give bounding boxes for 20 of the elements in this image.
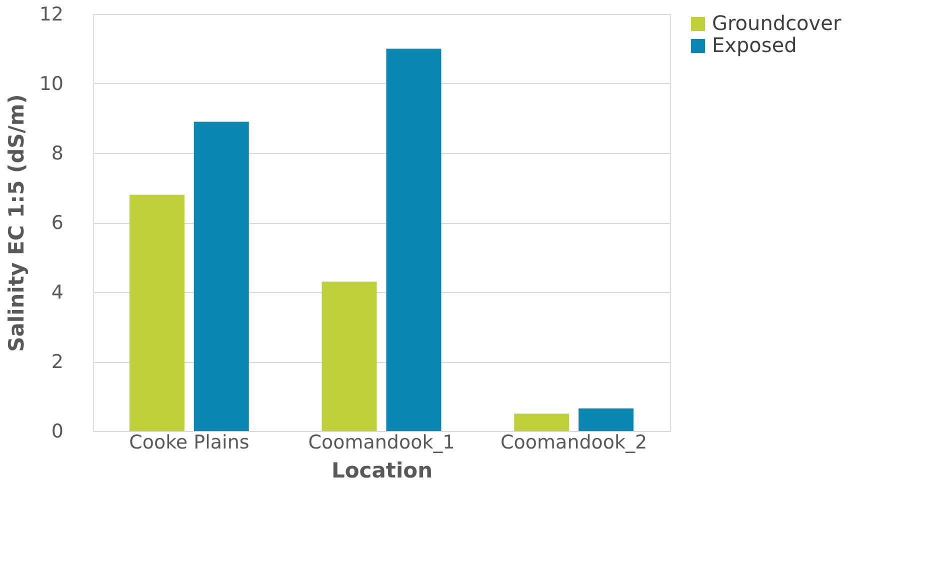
y-tick-label: 8 — [51, 142, 64, 164]
x-axis-title: Location — [331, 458, 433, 482]
legend-label: Groundcover — [712, 11, 842, 35]
bar — [514, 414, 570, 431]
y-tick-label: 12 — [39, 4, 64, 26]
bar — [386, 48, 442, 431]
bar — [129, 194, 184, 431]
y-tick-label: 6 — [51, 212, 64, 234]
x-tick-label: Cooke Plains — [129, 432, 250, 454]
x-tick-label: Coomandook_1 — [308, 432, 455, 454]
y-tick-label: 0 — [51, 420, 64, 442]
bar — [194, 122, 249, 431]
bar — [578, 408, 634, 431]
y-tick-label: 10 — [39, 73, 64, 95]
y-tick-label: 2 — [51, 351, 64, 373]
y-tick-label: 4 — [51, 282, 64, 304]
y-axis-title: Salinity EC 1:5 (dS/m) — [4, 94, 28, 352]
x-tick-label: Coomandook_2 — [500, 432, 648, 454]
legend-label: Exposed — [712, 33, 797, 57]
bar — [322, 282, 377, 431]
